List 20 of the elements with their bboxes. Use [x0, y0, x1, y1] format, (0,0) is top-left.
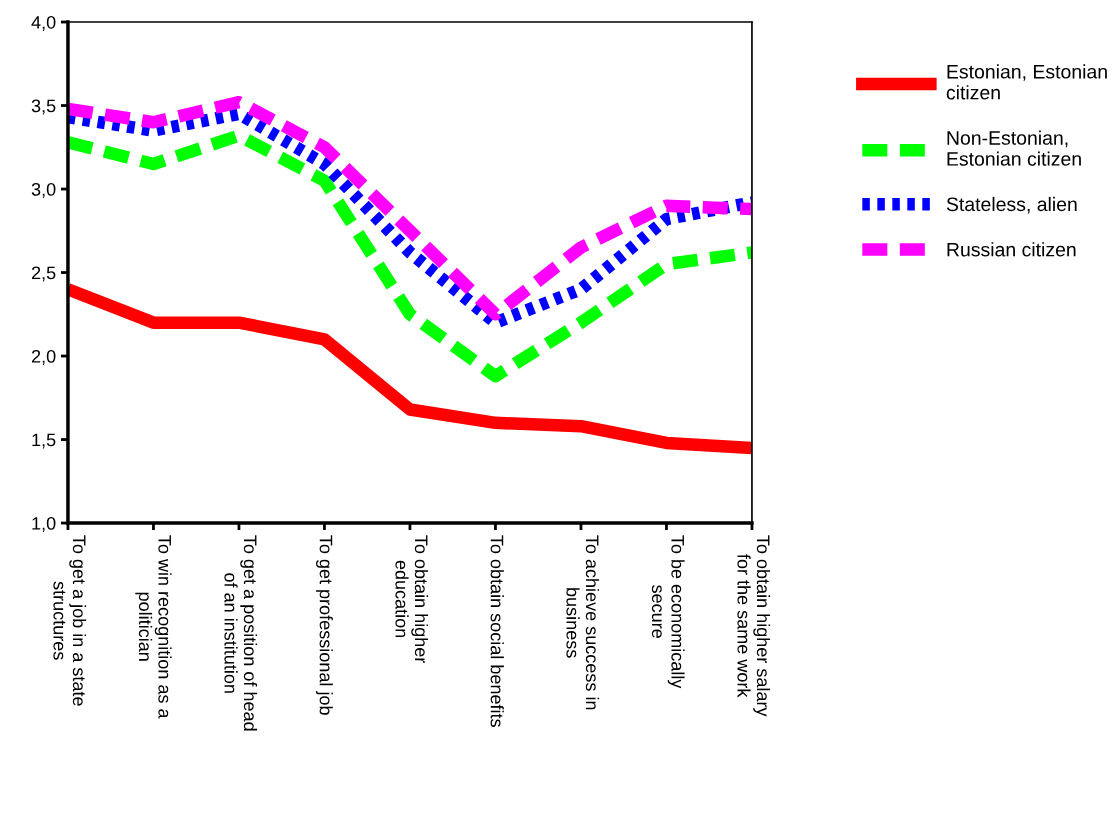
x-tick-label: To obtain higher education	[395, 535, 429, 664]
legend-label: Stateless, alien	[946, 196, 1077, 214]
y-tick-label: 2,5	[31, 266, 56, 282]
x-tick-label: To get a job in a state structures	[53, 535, 87, 706]
x-tick-label: To get professional job	[316, 535, 333, 715]
x-tick-label: To be economically secure	[651, 535, 685, 689]
x-tick-label: To obtain social benefits	[490, 535, 504, 727]
y-tick-label: 1,5	[32, 433, 56, 449]
y-tick-label: 1,0	[32, 516, 56, 532]
x-tick-label: To win recognition as a politician	[135, 535, 172, 719]
y-tick-label: 4,0	[31, 15, 56, 31]
x-tick-label: To obtain higher salary for the same work	[737, 535, 771, 717]
legend-label: Russian citizen	[947, 242, 1076, 257]
y-tick-label: 3,0	[31, 182, 56, 198]
legend-label: Estonian, Estonian citizen	[946, 64, 1107, 100]
y-tick-label: 2,0	[31, 349, 56, 365]
y-tick-label: 3,5	[31, 99, 56, 115]
legend-label: Non-Estonian, Estonian citizen	[947, 130, 1081, 166]
x-tick-label: To achieve success in business	[566, 535, 600, 710]
x-tick-label: To get a position of head of an institution	[224, 535, 258, 731]
